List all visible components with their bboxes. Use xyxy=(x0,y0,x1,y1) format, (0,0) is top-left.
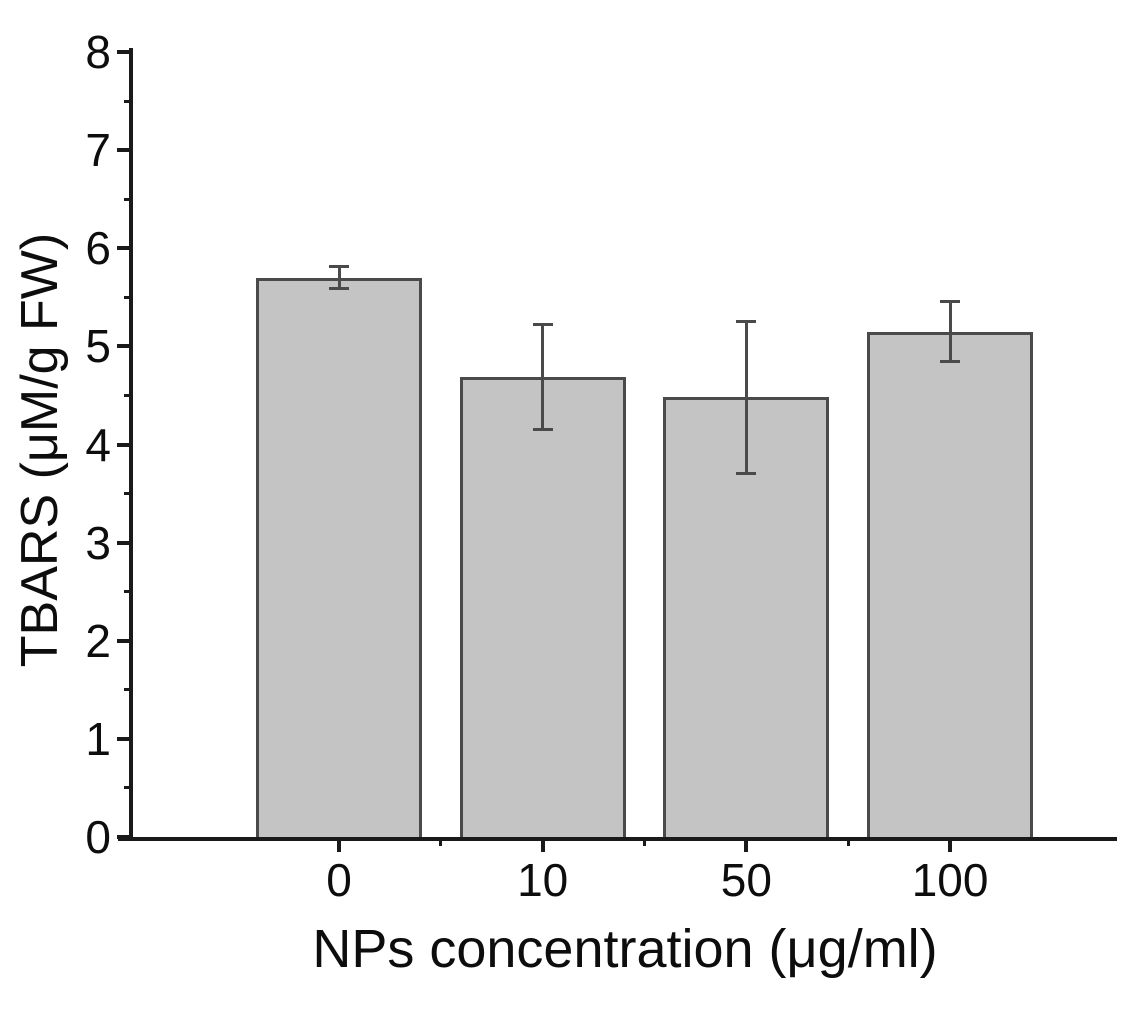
x-tick-50 xyxy=(744,837,749,852)
y-tick-3 xyxy=(117,540,133,545)
y-tick-5 xyxy=(117,344,133,349)
error-bar-10 xyxy=(541,323,545,430)
y-minor-tick-1.5 xyxy=(124,688,133,692)
y-minor-tick-0.5 xyxy=(124,786,133,790)
error-bar-0 xyxy=(337,265,341,290)
bar-10 xyxy=(459,376,626,837)
y-tick-label-0: 0 xyxy=(85,811,111,863)
y-minor-tick-3.5 xyxy=(124,492,133,496)
error-bar-cap-top-10 xyxy=(532,322,553,326)
x-tick-100 xyxy=(948,837,953,852)
error-bar-cap-bottom-100 xyxy=(940,360,961,364)
bar-100 xyxy=(867,331,1034,837)
x-minor-tick-2 xyxy=(846,837,850,846)
y-tick-8 xyxy=(117,50,133,54)
y-tick-label-4: 4 xyxy=(85,418,111,471)
error-bar-cap-bottom-10 xyxy=(532,427,553,431)
x-tick-0 xyxy=(337,837,341,852)
y-tick-label-5: 5 xyxy=(85,320,111,373)
error-bar-cap-top-0 xyxy=(329,264,349,268)
error-bar-50 xyxy=(744,320,748,474)
x-axis xyxy=(118,837,1117,841)
y-tick-7 xyxy=(117,148,133,153)
y-minor-tick-5.5 xyxy=(124,295,133,299)
y-tick-label-7: 7 xyxy=(85,124,111,177)
y-tick-2 xyxy=(117,638,133,643)
y-tick-1 xyxy=(117,736,133,741)
x-minor-tick-0 xyxy=(439,837,443,846)
error-bar-cap-top-50 xyxy=(736,319,757,323)
bar-0 xyxy=(256,277,422,837)
y-tick-label-1: 1 xyxy=(85,712,111,765)
y-minor-tick-4.5 xyxy=(124,393,133,397)
x-axis-label: NPs concentration (μg/ml) xyxy=(312,919,938,979)
x-minor-tick-1 xyxy=(643,837,647,846)
y-tick-4 xyxy=(117,442,133,447)
error-bar-cap-bottom-0 xyxy=(329,287,349,291)
error-bar-100 xyxy=(948,301,952,363)
error-bar-cap-top-100 xyxy=(940,300,961,304)
y-tick-label-2: 2 xyxy=(85,614,111,667)
x-tick-10 xyxy=(540,837,545,852)
y-tick-6 xyxy=(117,246,133,251)
x-tick-label-10: 10 xyxy=(517,854,569,906)
y-minor-tick-7.5 xyxy=(124,99,133,103)
y-tick-label-3: 3 xyxy=(85,516,111,569)
y-tick-label-8: 8 xyxy=(85,26,111,78)
y-minor-tick-6.5 xyxy=(124,197,133,201)
x-tick-label-100: 100 xyxy=(911,854,989,906)
x-tick-label-50: 50 xyxy=(720,854,772,906)
y-axis xyxy=(129,48,133,841)
y-tick-label-6: 6 xyxy=(85,222,111,275)
plot-area: 0 1 2 3 4 5 6 7 8 0 10 50 100 xyxy=(85,29,1117,903)
y-minor-tick-2.5 xyxy=(124,590,133,594)
x-tick-label-0: 0 xyxy=(326,854,352,906)
error-bar-cap-bottom-50 xyxy=(736,471,757,475)
